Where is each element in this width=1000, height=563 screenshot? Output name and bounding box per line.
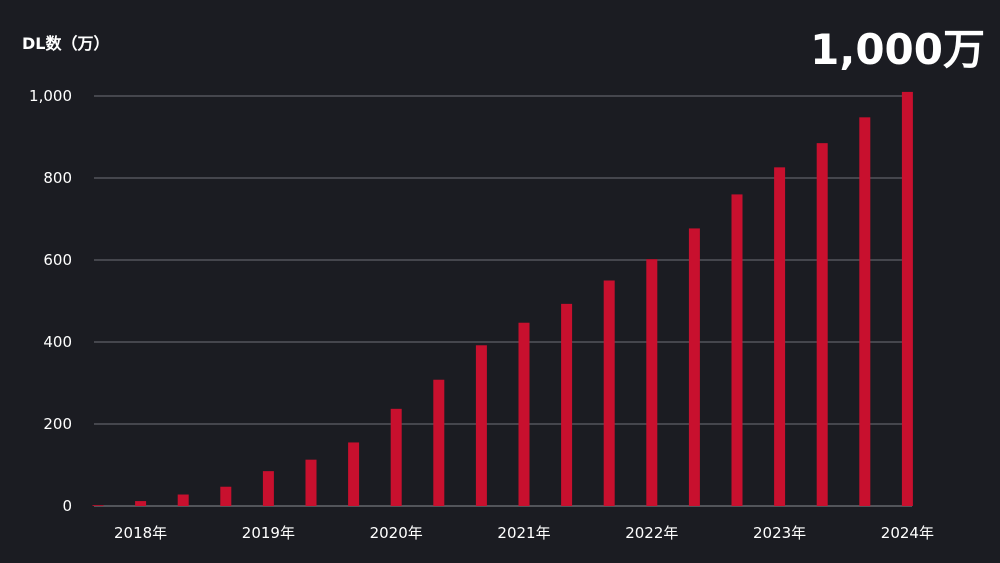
bar bbox=[603, 280, 615, 506]
y-axis-label: DL数（万） bbox=[22, 34, 109, 53]
bar bbox=[177, 494, 189, 506]
x-tick-labels: 2018年 2019年 2020年 2021年 2022年 2023年 2024年 bbox=[114, 524, 934, 542]
bar bbox=[731, 194, 743, 506]
x-tick-label: 2023年 bbox=[753, 524, 806, 542]
y-tick-label: 1,000 bbox=[29, 87, 72, 105]
bar bbox=[135, 501, 147, 506]
x-tick-label: 2021年 bbox=[497, 524, 550, 542]
y-tick-label: 0 bbox=[62, 497, 72, 515]
bar bbox=[518, 322, 530, 506]
x-tick-label: 2018年 bbox=[114, 524, 167, 542]
x-tick-label: 2020年 bbox=[370, 524, 423, 542]
bar bbox=[92, 505, 104, 506]
bar bbox=[646, 259, 658, 506]
bar bbox=[688, 228, 700, 506]
y-tick-labels: 0 200 400 600 800 1,000 bbox=[29, 87, 72, 515]
bar bbox=[305, 459, 317, 506]
headline-total: 1,000万 bbox=[810, 25, 985, 74]
x-tick-label: 2019年 bbox=[242, 524, 295, 542]
bar bbox=[475, 345, 487, 506]
bar bbox=[433, 379, 445, 506]
bar bbox=[262, 471, 274, 506]
y-tick-label: 400 bbox=[43, 333, 72, 351]
x-tick-label: 2022年 bbox=[625, 524, 678, 542]
bar bbox=[390, 408, 402, 506]
bars bbox=[92, 91, 913, 507]
y-tick-label: 200 bbox=[43, 415, 72, 433]
gridlines bbox=[94, 95, 912, 507]
x-tick-label: 2024年 bbox=[881, 524, 934, 542]
bar bbox=[348, 442, 360, 506]
bar bbox=[220, 486, 232, 506]
y-tick-label: 600 bbox=[43, 251, 72, 269]
bar bbox=[774, 167, 786, 506]
bar bbox=[816, 143, 828, 506]
bar bbox=[859, 117, 871, 506]
bar bbox=[561, 303, 573, 506]
bar bbox=[901, 91, 913, 507]
y-tick-label: 800 bbox=[43, 169, 72, 187]
